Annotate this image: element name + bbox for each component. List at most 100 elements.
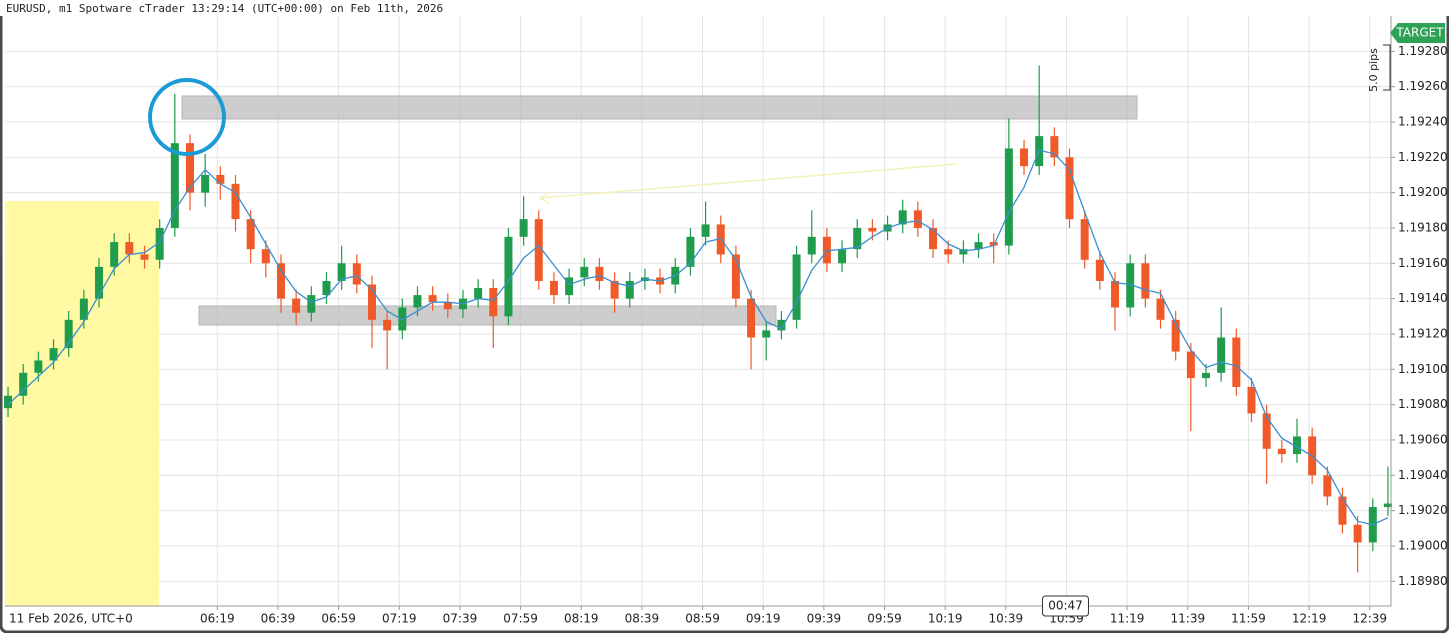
x-tick-label: 06:39 <box>261 612 296 626</box>
header-title: EURUSD, m1 Spotware cTrader 13:29:14 (UT… <box>6 2 443 15</box>
candle-body <box>1338 496 1347 525</box>
y-tick-label: 1.19240 <box>1398 114 1448 128</box>
candle-body <box>383 319 392 331</box>
candle-body <box>595 266 604 281</box>
x-tick-label: 12:39 <box>1352 612 1387 626</box>
y-tick-label: 1.19200 <box>1398 185 1448 199</box>
candle-body <box>1095 259 1104 281</box>
candle-body <box>686 236 695 267</box>
y-tick-label: 1.19180 <box>1398 220 1448 234</box>
candle-body <box>701 224 710 237</box>
candle-body <box>1065 157 1074 220</box>
candle-body <box>489 288 498 317</box>
candle-body <box>747 298 756 338</box>
candle-body <box>853 227 862 250</box>
candle-body <box>974 242 983 250</box>
candle-body <box>155 227 164 260</box>
candle-body <box>64 319 73 349</box>
candle-body <box>1232 337 1241 387</box>
countdown-box <box>1041 595 1089 617</box>
x-tick-label: 08:39 <box>625 612 660 626</box>
candle-body <box>1323 475 1332 497</box>
highlight-zone <box>5 201 159 606</box>
candle-body <box>413 295 422 308</box>
candle-body <box>1277 448 1286 455</box>
candle-body <box>201 174 210 193</box>
x-tick-label: 10:19 <box>928 612 963 626</box>
candle-body <box>1186 351 1195 379</box>
x-tick-label: 10:39 <box>989 612 1024 626</box>
candle-body <box>504 236 513 317</box>
candle-body <box>1217 337 1226 373</box>
candle-body <box>1156 298 1165 320</box>
x-tick-label: 07:19 <box>382 612 417 626</box>
candle-body <box>838 249 847 264</box>
x-tick-label: 09:59 <box>867 612 902 626</box>
candle-body <box>337 263 346 281</box>
x-tick-label: 09:39 <box>807 612 842 626</box>
candle-body <box>4 395 13 409</box>
candle-body <box>731 254 740 299</box>
x-start-label: 11 Feb 2026, UTC+0 <box>9 612 133 626</box>
x-tick-label: 08:59 <box>685 612 720 626</box>
candle-body <box>49 348 58 361</box>
y-tick-label: 1.19060 <box>1398 432 1448 446</box>
candle-body <box>1141 263 1150 299</box>
candle-body <box>322 280 331 296</box>
y-tick-label: 1.19100 <box>1398 362 1448 376</box>
candle-body <box>792 254 801 320</box>
candle-body <box>1247 386 1256 414</box>
x-tick-label: 11:59 <box>1231 612 1266 626</box>
y-tick-label: 1.19000 <box>1398 538 1448 552</box>
y-tick-label: 1.19280 <box>1398 44 1448 58</box>
x-tick-label: 06:19 <box>200 612 235 626</box>
candle-body <box>777 319 786 331</box>
candle-body <box>625 280 634 299</box>
resistance-zone <box>181 95 1138 120</box>
candle-body <box>140 254 149 260</box>
pips-label: 5.0 pips <box>1367 48 1380 92</box>
candle-body <box>261 249 270 264</box>
candle-body <box>34 360 43 373</box>
candle-body <box>276 263 285 299</box>
y-tick-label: 1.19260 <box>1398 79 1448 93</box>
candle-body <box>519 219 528 237</box>
candle-body <box>79 298 88 320</box>
x-tick-label: 06:59 <box>321 612 356 626</box>
x-tick-label: 07:59 <box>503 612 538 626</box>
arrow-head <box>539 191 551 204</box>
y-tick-label: 1.18980 <box>1398 574 1448 588</box>
candle-body <box>1292 436 1301 455</box>
candle-body <box>443 302 452 310</box>
candle-body <box>959 249 968 255</box>
candle-body <box>565 277 574 296</box>
target-label: TARGET <box>1395 26 1444 40</box>
support-zone <box>198 305 777 326</box>
candle-body <box>1050 136 1059 158</box>
candle-body <box>944 249 953 255</box>
candle-body <box>1262 413 1271 449</box>
candle-body <box>216 174 225 184</box>
candle-body <box>929 227 938 250</box>
candle-body <box>1383 503 1392 508</box>
candle-body <box>95 266 104 299</box>
x-tick-label: 12:19 <box>1292 612 1327 626</box>
y-tick-label: 1.19040 <box>1398 468 1448 482</box>
candle-body <box>352 263 361 285</box>
candle-body <box>428 295 437 303</box>
candle-body <box>989 242 998 246</box>
y-tick-label: 1.19220 <box>1398 150 1448 164</box>
target-tag <box>1390 23 1445 43</box>
candle-body <box>534 219 543 281</box>
y-tick-label: 1.19080 <box>1398 397 1448 411</box>
candle-body <box>868 227 877 232</box>
candle-body <box>367 284 376 320</box>
plot <box>4 65 1392 573</box>
candle-body <box>292 298 301 313</box>
candle-body <box>1171 319 1180 352</box>
candle-body <box>913 210 922 228</box>
candle-body <box>1353 524 1362 543</box>
candle-body <box>807 236 816 255</box>
